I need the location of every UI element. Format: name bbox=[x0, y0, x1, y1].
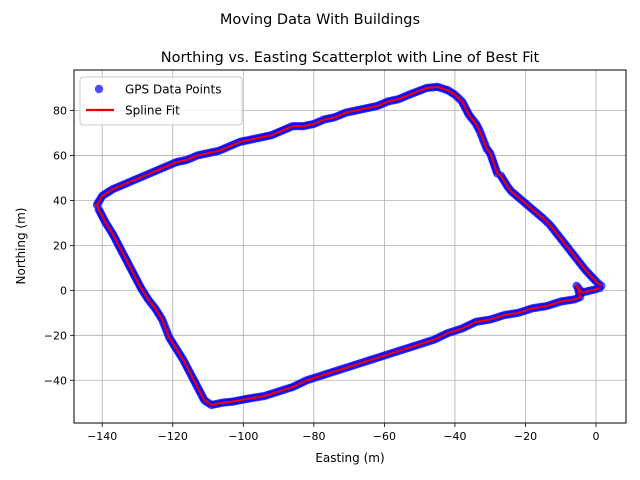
y-tick-label: 80 bbox=[53, 104, 67, 117]
spline-fit-path bbox=[95, 85, 603, 407]
y-axis-ticks: −40 −20 0 20 40 60 80 bbox=[44, 104, 74, 387]
grid-lines bbox=[74, 70, 626, 423]
plot-frame bbox=[73, 69, 627, 424]
y-tick-label: 0 bbox=[60, 284, 67, 297]
x-tick-label: −140 bbox=[87, 430, 117, 443]
x-tick-label: 0 bbox=[593, 430, 600, 443]
spline-fit-line bbox=[95, 85, 603, 407]
plot-area: −140 −120 −100 −80 −60 −40 −20 0 −40 −20 0 20 40 60 8… bbox=[44, 69, 627, 443]
y-tick-label: −20 bbox=[44, 329, 67, 342]
y-tick-label: −40 bbox=[44, 374, 67, 387]
x-tick-label: −60 bbox=[373, 430, 396, 443]
y-tick-label: 60 bbox=[53, 149, 67, 162]
figure-suptitle: Moving Data With Buildings bbox=[220, 12, 420, 28]
chart-title: Northing vs. Easting Scatterplot with Li… bbox=[161, 50, 540, 66]
y-tick-label: 20 bbox=[53, 239, 67, 252]
legend-label-spline-fit: Spline Fit bbox=[125, 104, 180, 118]
x-tick-label: −20 bbox=[514, 430, 537, 443]
x-tick-label: −100 bbox=[228, 430, 258, 443]
x-tick-label: −120 bbox=[158, 430, 188, 443]
x-axis-ticks: −140 −120 −100 −80 −60 −40 −20 0 bbox=[87, 423, 600, 443]
y-axis-label: Northing (m) bbox=[14, 208, 28, 285]
legend-label-gps-data-points: GPS Data Points bbox=[125, 83, 221, 97]
x-tick-label: −80 bbox=[302, 430, 325, 443]
x-tick-label: −40 bbox=[443, 430, 466, 443]
legend-marker-gps-data-points bbox=[94, 84, 104, 94]
legend: GPS Data Points Spline Fit bbox=[79, 76, 243, 126]
legend-box bbox=[79, 76, 243, 126]
x-axis-label: Easting (m) bbox=[315, 451, 384, 465]
y-tick-label: 40 bbox=[53, 194, 67, 207]
